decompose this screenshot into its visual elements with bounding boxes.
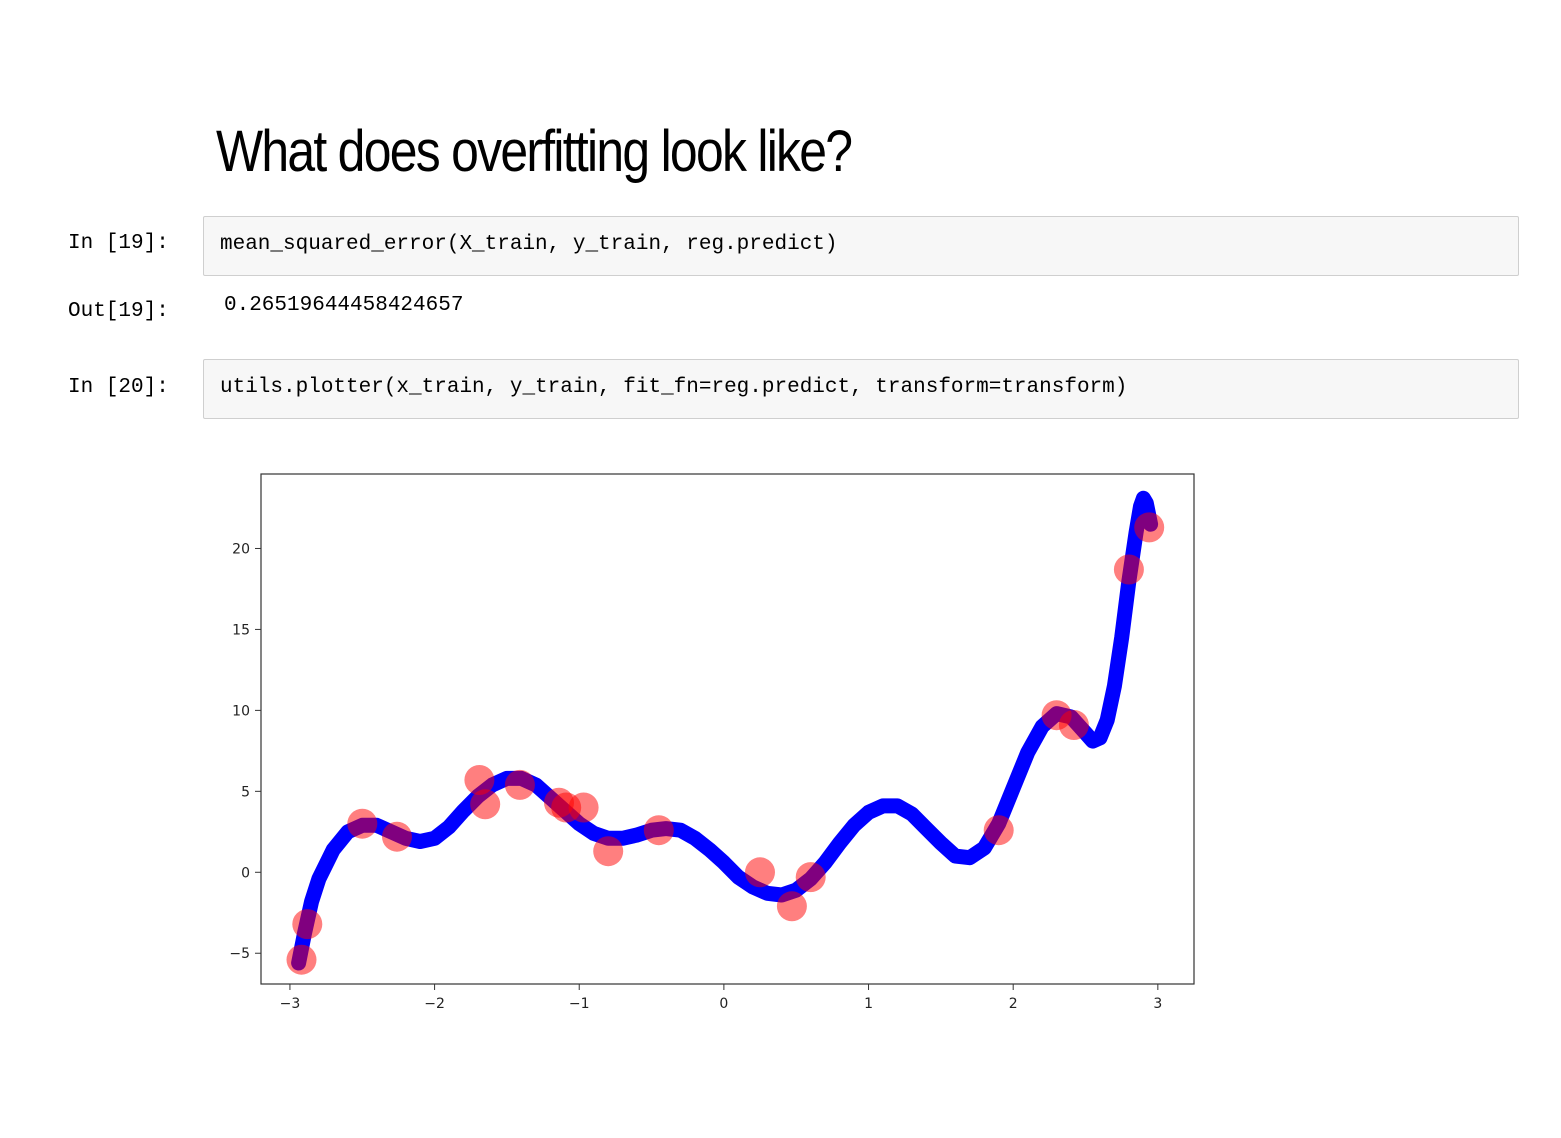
- x-tick-label: 2: [1009, 996, 1018, 1012]
- y-tick-label: 15: [232, 622, 250, 638]
- data-point: [1134, 512, 1165, 543]
- y-tick-label: 5: [241, 784, 250, 800]
- data-point: [983, 815, 1014, 846]
- data-point: [470, 789, 501, 820]
- code-text-19[interactable]: mean_squared_error(X_train, y_train, reg…: [220, 233, 838, 256]
- x-tick-label: −1: [569, 996, 590, 1012]
- y-axis-ticks: −5 0 5 10 15 20: [229, 541, 261, 962]
- data-point: [643, 815, 674, 846]
- fit-curve-line: [291, 490, 1159, 971]
- x-axis-ticks: −3 −2 −1 0 1 2 3: [280, 984, 1162, 1012]
- input-prompt-20: In [20]:: [68, 376, 169, 399]
- plot-frame: [260, 473, 1195, 985]
- data-point: [292, 909, 323, 940]
- data-point: [464, 765, 495, 795]
- overfitting-plot: −3 −2 −1 0 1 2 3 −5 0 5 10 15 20: [229, 473, 1195, 1012]
- data-point: [745, 857, 775, 888]
- data-point: [504, 769, 535, 800]
- code-text-20[interactable]: utils.plotter(x_train, y_train, fit_fn=r…: [220, 376, 1128, 399]
- data-point: [795, 862, 826, 893]
- slide-heading: What does overfitting look like?: [216, 119, 853, 184]
- output-value-19: 0.26519644458424657: [224, 294, 464, 317]
- x-tick-label: 3: [1153, 996, 1162, 1012]
- plot-marks: [286, 490, 1165, 975]
- x-tick-label: −2: [424, 996, 445, 1012]
- data-point: [286, 944, 317, 975]
- data-point: [568, 792, 599, 823]
- y-tick-label: 20: [232, 541, 250, 557]
- y-tick-label: −5: [229, 946, 250, 962]
- data-point: [1058, 710, 1089, 740]
- data-point: [776, 891, 807, 922]
- x-tick-label: 0: [719, 996, 728, 1012]
- y-tick-label: 0: [241, 865, 250, 881]
- input-prompt-19: In [19]:: [68, 232, 169, 255]
- x-tick-label: 1: [864, 996, 873, 1012]
- output-prompt-19: Out[19]:: [68, 300, 169, 323]
- code-cell-19[interactable]: mean_squared_error(X_train, y_train, reg…: [203, 216, 1519, 276]
- data-point: [347, 808, 378, 839]
- x-tick-label: −3: [280, 996, 301, 1012]
- y-tick-label: 10: [232, 703, 250, 719]
- code-cell-20[interactable]: utils.plotter(x_train, y_train, fit_fn=r…: [203, 359, 1519, 419]
- data-point: [593, 836, 624, 867]
- data-point: [1113, 554, 1144, 585]
- data-point: [382, 821, 412, 852]
